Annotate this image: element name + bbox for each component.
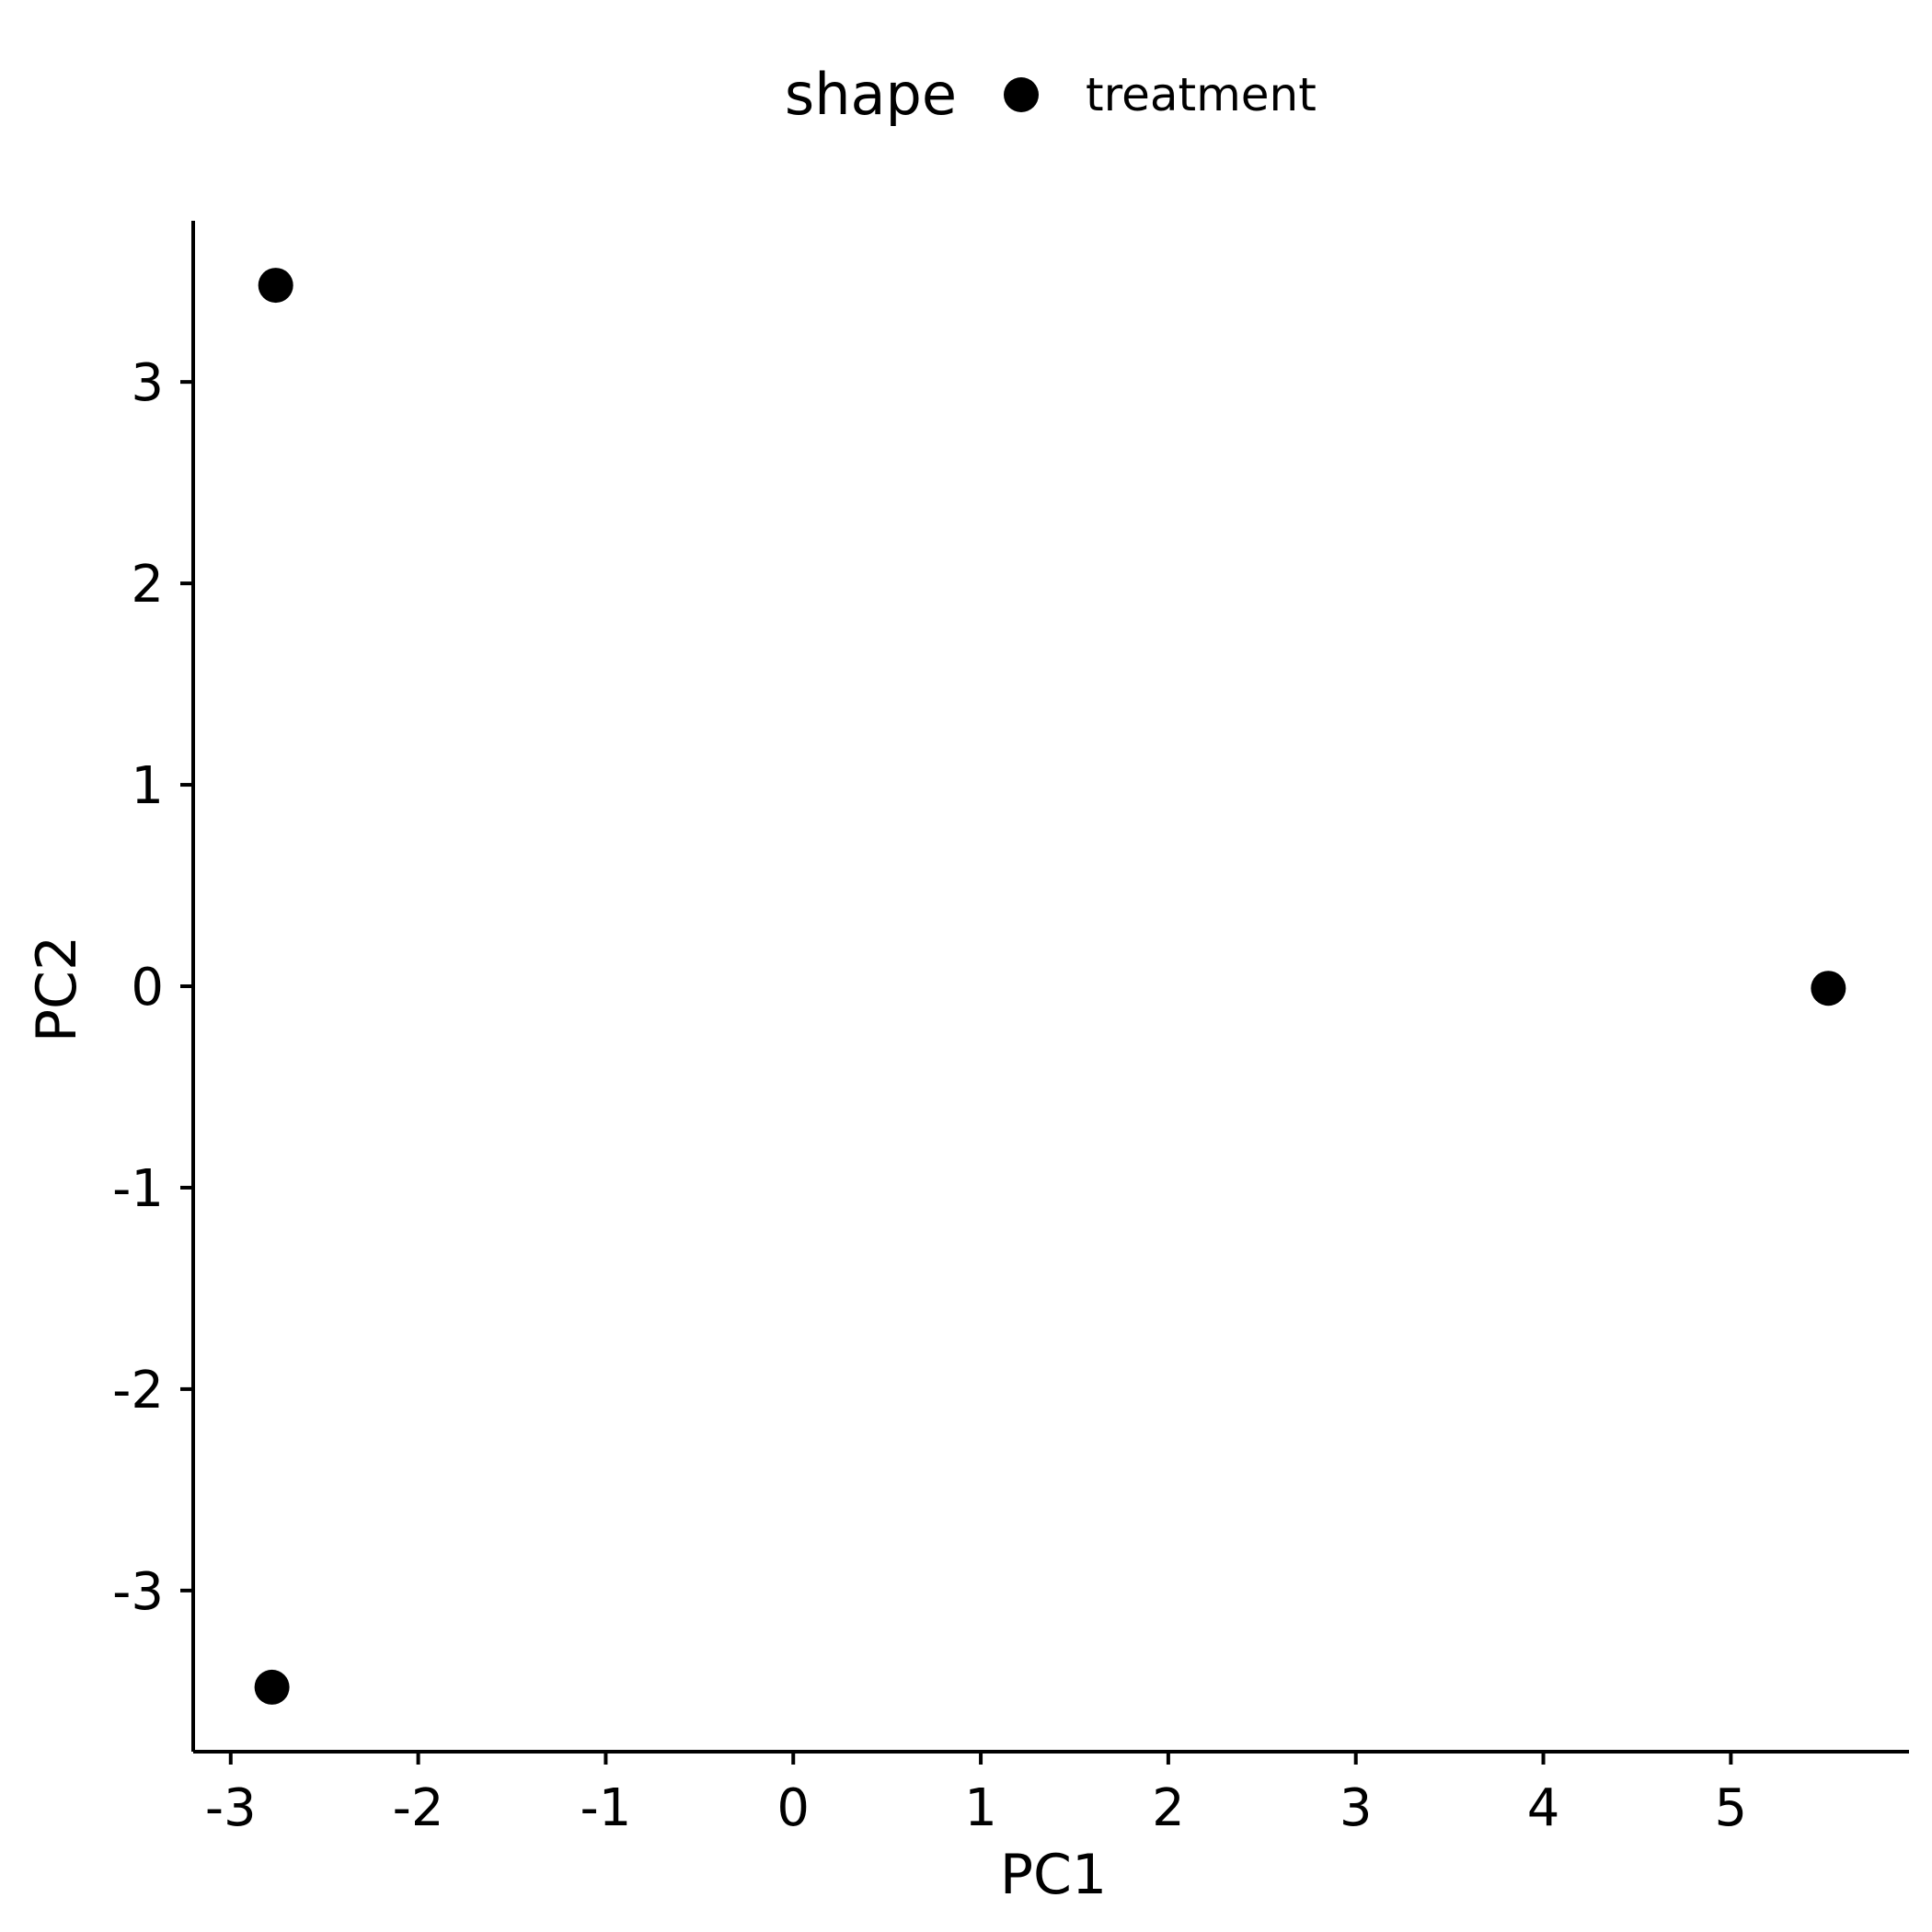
y-tick-label: -2 (112, 1361, 164, 1420)
y-tick-label: -1 (112, 1159, 164, 1219)
legend: shape treatment (785, 61, 1317, 128)
x-tick-label: -2 (393, 1778, 444, 1838)
y-tick-label: 3 (131, 353, 164, 413)
x-tick-label: 0 (776, 1778, 810, 1838)
y-tick-label: 1 (131, 756, 164, 816)
x-axis-ticks: -3 -2 -1 0 1 2 3 4 5 (205, 1752, 1747, 1838)
y-tick-label: 0 (131, 958, 164, 1018)
x-tick-label: 2 (1152, 1778, 1185, 1838)
y-axis-title: PC2 (25, 936, 89, 1042)
x-tick-label: 3 (1340, 1778, 1373, 1838)
y-tick-label: -3 (112, 1562, 164, 1622)
x-axis: -3 -2 -1 0 1 2 3 4 5 PC1 (193, 1750, 1909, 1907)
x-tick-label: -3 (205, 1778, 257, 1838)
y-axis: -3 -2 -1 0 1 2 3 PC2 (25, 221, 195, 1752)
x-axis-title: PC1 (1000, 1843, 1107, 1907)
legend-label-treatment: treatment (1086, 68, 1317, 121)
data-point (254, 1669, 290, 1705)
legend-title: shape (785, 61, 957, 128)
legend-marker-circle (1004, 77, 1039, 112)
data-point (258, 268, 293, 304)
x-tick-label: 1 (964, 1778, 997, 1838)
y-tick-label: 2 (131, 555, 164, 615)
x-tick-label: -1 (580, 1778, 631, 1838)
x-tick-label: 5 (1715, 1778, 1748, 1838)
data-points (254, 268, 1846, 1705)
data-point (1811, 971, 1846, 1006)
x-tick-label: 4 (1527, 1778, 1560, 1838)
y-axis-ticks: -3 -2 -1 0 1 2 3 (112, 353, 193, 1622)
